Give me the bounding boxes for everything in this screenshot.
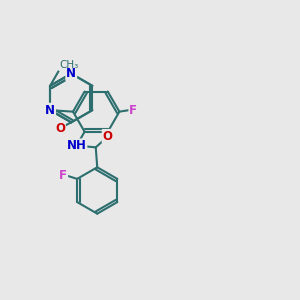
Text: F: F bbox=[59, 169, 67, 182]
Text: O: O bbox=[103, 130, 112, 143]
Text: O: O bbox=[55, 122, 65, 135]
Text: N: N bbox=[45, 104, 55, 117]
Text: N: N bbox=[66, 67, 76, 80]
Text: F: F bbox=[129, 104, 137, 117]
Text: NH: NH bbox=[67, 140, 86, 152]
Text: CH₃: CH₃ bbox=[60, 60, 79, 70]
